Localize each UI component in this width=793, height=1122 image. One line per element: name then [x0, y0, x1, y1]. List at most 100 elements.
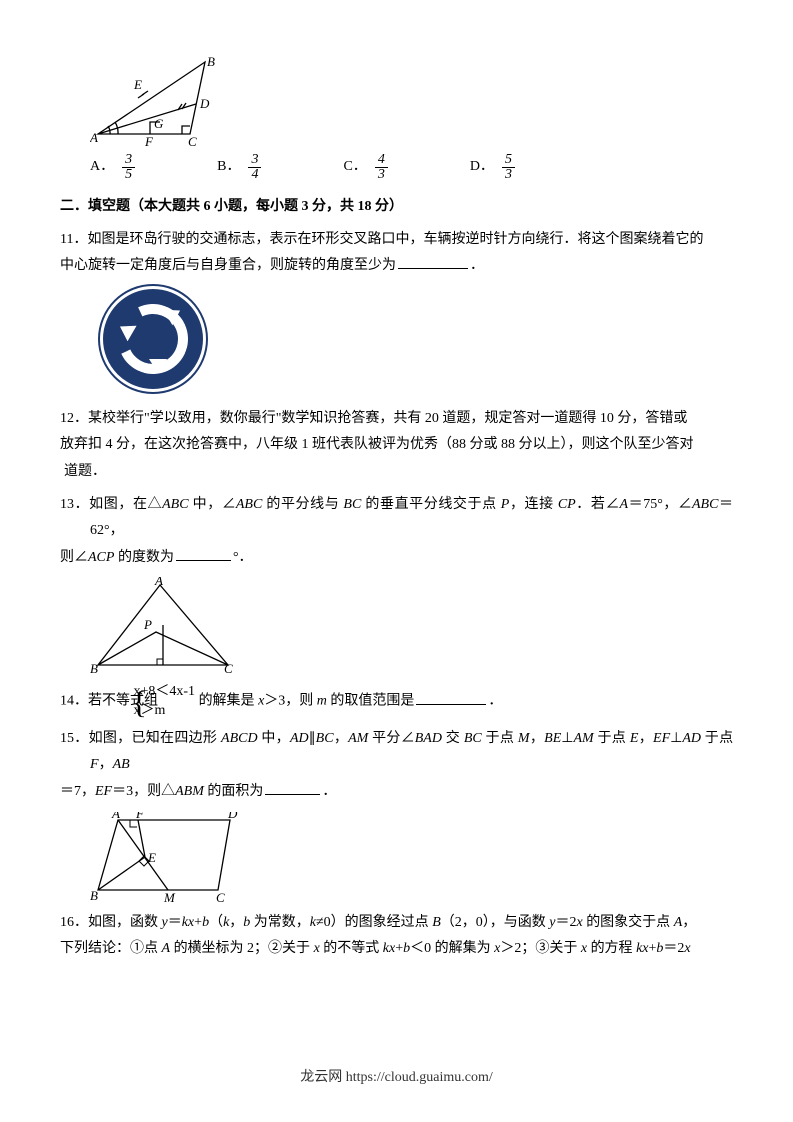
q13-tg: ＝75°，∠ — [628, 497, 692, 512]
q15-ab: AB — [113, 757, 130, 772]
footer-url: https://cloud.guaimu.com/ — [346, 1070, 493, 1085]
q12-text-a: 12．某校举行"学以致用，数你最行"数学知识抢答赛，共有 20 道题，规定答对一… — [60, 411, 687, 426]
q16-b: b — [202, 915, 209, 930]
opt-label-d: D． — [470, 154, 494, 181]
q16-th: 下列结论：①点 — [60, 941, 162, 956]
q11-text-b: 中心旋转一定角度后与自身重合，则旋转的角度至少为 — [60, 258, 396, 273]
q16-A2: A — [674, 915, 683, 930]
q16-tk: ＜0 的解集为 — [410, 941, 494, 956]
q16-kx2: kx — [383, 941, 395, 956]
q12-text-c: 道题． — [64, 464, 106, 479]
q15-abcd: ABCD — [221, 731, 258, 746]
q15-am2: AM — [573, 731, 593, 746]
q16-eq: ＝ — [168, 915, 182, 930]
svg-text:P: P — [143, 617, 152, 632]
q14-tc: ＞3，则 — [264, 694, 317, 709]
q16-ta: 16．如图，函数 — [60, 915, 162, 930]
q15-abm: ABM — [175, 784, 204, 799]
svg-text:C: C — [224, 661, 233, 676]
q13-tb: 中，∠ — [189, 497, 236, 512]
q14-row1: x+8＜4x-1 — [164, 683, 196, 701]
svg-text:B: B — [90, 888, 98, 903]
q15-ef2: EF — [95, 784, 112, 799]
q15-ef: EF — [653, 731, 670, 746]
q15-th: 于点 — [594, 731, 630, 746]
q16-p1: + — [194, 915, 202, 930]
q10-figure: A B C D E F G — [90, 54, 733, 149]
q15-tn: 的面积为 — [204, 784, 264, 799]
svg-text:C: C — [216, 890, 225, 904]
q14-blank — [416, 690, 486, 705]
svg-text:B: B — [90, 661, 98, 676]
q16-tm: 的方程 — [587, 941, 636, 956]
q15-ti: ， — [638, 731, 653, 746]
q15-f: F — [90, 757, 99, 772]
footer-brand: 龙云网 — [300, 1070, 346, 1085]
page-footer: 龙云网 https://cloud.guaimu.com/ — [0, 1065, 793, 1092]
q15-bad: BAD — [415, 731, 442, 746]
q16-ne: ≠0）的图象经过点 — [316, 915, 432, 930]
q13-td: 的垂直平分线交于点 — [361, 497, 500, 512]
q12-text-b: 放弃扣 4 分，在这次抢答赛中，八年级 1 班代表队被评为优秀（88 分或 88… — [60, 437, 694, 452]
svg-text:A: A — [154, 577, 163, 588]
svg-text:M: M — [163, 890, 176, 904]
q14-td: 的取值范围是 — [327, 694, 415, 709]
question-13: 13．如图，在△ABC 中，∠ABC 的平分线与 BC 的垂直平分线交于点 P，… — [60, 492, 733, 572]
q16-eq3: ＝2 — [663, 941, 684, 956]
q16-tc: ， — [229, 915, 243, 930]
q16-tf: 的图象交于点 — [583, 915, 674, 930]
question-12: 12．某校举行"学以致用，数你最行"数学知识抢答赛，共有 20 道题，规定答对一… — [60, 406, 733, 486]
q15-am: AM — [348, 731, 368, 746]
q15-te: 交 — [442, 731, 464, 746]
q16-tb: （ — [209, 915, 223, 930]
q11-text-a: 11．如图是环岛行驶的交通标志，表示在环形交叉路口中，车辆按逆时针方向绕行．将这… — [60, 232, 703, 247]
q15-figure: A F D B M C E — [90, 812, 733, 904]
q15-tj: 于点 — [701, 731, 733, 746]
q15-be: BE — [544, 731, 561, 746]
q10-option-a: A． 35 — [90, 153, 137, 182]
q13-bc: BC — [343, 497, 361, 512]
q15-ad2: AD — [682, 731, 701, 746]
q16-kx3: kx — [636, 941, 648, 956]
q15-bc2: BC — [464, 731, 482, 746]
q13-deg: °． — [233, 550, 253, 565]
q16-td: 为常数， — [250, 915, 310, 930]
q16-Bpt: B — [432, 915, 441, 930]
svg-text:D: D — [199, 96, 210, 111]
q13-cp: CP — [558, 497, 576, 512]
q16-te: （2，0），与函数 — [441, 915, 550, 930]
q13-ta: 13．如图，在△ — [60, 497, 162, 512]
q13-tc: 的平分线与 — [262, 497, 343, 512]
question-15: 15．如图，已知在四边形 ABCD 中，AD∥BC，AM 平分∠BAD 交 BC… — [60, 726, 733, 806]
q16-tg: ， — [682, 915, 696, 930]
q15-tf: 于点 — [482, 731, 518, 746]
svg-text:C: C — [188, 134, 197, 149]
q15-td: 平分∠ — [368, 731, 414, 746]
q15-ta: 15．如图，已知在四边形 — [60, 731, 221, 746]
q15-tb: 中， — [258, 731, 290, 746]
q11-blank — [398, 254, 468, 269]
q13-ti: 则∠ — [60, 550, 88, 565]
q13-tf: ．若∠ — [576, 497, 620, 512]
q15-tg: ， — [530, 731, 545, 746]
q16-x6: x — [684, 941, 690, 956]
q11-text-c: ． — [470, 258, 484, 273]
q16-eq2: ＝2 — [555, 915, 576, 930]
svg-text:D: D — [227, 812, 238, 821]
q15-bc: BC — [316, 731, 334, 746]
q16-ti: 的横坐标为 2；②关于 — [170, 941, 314, 956]
q14-te: ． — [488, 694, 502, 709]
q13-figure: A B C P — [90, 577, 733, 677]
svg-text:F: F — [144, 134, 154, 149]
q13-acp: ACP — [88, 550, 114, 565]
q13-abc1: ABC — [162, 497, 188, 512]
section-2-title: 二．填空题（本大题共 6 小题，每小题 3 分，共 18 分） — [60, 194, 733, 221]
q16-tl: ＞2；③关于 — [500, 941, 581, 956]
q10-options: A． 35 B． 34 C． 43 D． 53 — [90, 153, 733, 182]
svg-text:A: A — [90, 130, 98, 145]
q15-par: ∥ — [309, 731, 316, 746]
q13-blank — [176, 546, 231, 561]
q16-kx: kx — [182, 915, 194, 930]
svg-text:G: G — [154, 116, 164, 131]
q16-A3: A — [162, 941, 171, 956]
